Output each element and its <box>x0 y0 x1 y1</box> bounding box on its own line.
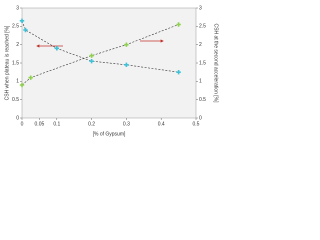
x-tick-label: 0 <box>21 121 24 127</box>
plot-area <box>21 7 197 119</box>
point <box>176 22 181 27</box>
x-tick-label: 0.4 <box>158 121 165 127</box>
trend-line <box>21 24 179 86</box>
x-axis-label: [% of Gypsum] <box>93 131 126 137</box>
point <box>54 46 59 51</box>
y-axis-label: CSH when plateau is reached [%] <box>4 25 10 100</box>
x-tick-label: 0.5 <box>193 121 200 127</box>
x-tick-label: 0.1 <box>53 121 60 127</box>
y2-axis-label: CSH at the second acceleration [%] <box>213 24 219 104</box>
x-tick-label: 0.3 <box>123 121 130 127</box>
y2-tick-label: 0.5 <box>199 97 206 103</box>
point <box>28 75 33 80</box>
chart: [% of Gypsum] CSH when plateau is reache… <box>4 5 219 137</box>
point <box>124 42 129 47</box>
y2-tick-label: 1.5 <box>199 60 206 66</box>
point <box>23 27 28 33</box>
point <box>19 82 25 88</box>
y2-tick-label: 1 <box>199 79 202 85</box>
y2-tick-label: 3 <box>199 5 202 11</box>
y-tick-label: 1 <box>16 79 19 85</box>
point <box>89 53 94 58</box>
y2-tick-label: 2.5 <box>199 24 206 30</box>
x-tick-label: 0.05 <box>35 121 45 127</box>
y-tick-label: 3 <box>16 5 19 11</box>
x-tick-label: 0.2 <box>88 121 95 127</box>
point <box>19 18 25 24</box>
y-tick-label: 1.5 <box>12 60 19 66</box>
y2-tick-label: 0 <box>199 115 202 121</box>
y-tick-label: 0.5 <box>12 97 19 103</box>
y-tick-label: 2.5 <box>12 24 19 30</box>
point <box>89 58 94 64</box>
point <box>176 69 181 75</box>
point <box>124 62 129 68</box>
y-tick-label: 2 <box>16 42 19 48</box>
y-tick-label: 0 <box>16 115 19 121</box>
y2-tick-label: 2 <box>199 42 202 48</box>
